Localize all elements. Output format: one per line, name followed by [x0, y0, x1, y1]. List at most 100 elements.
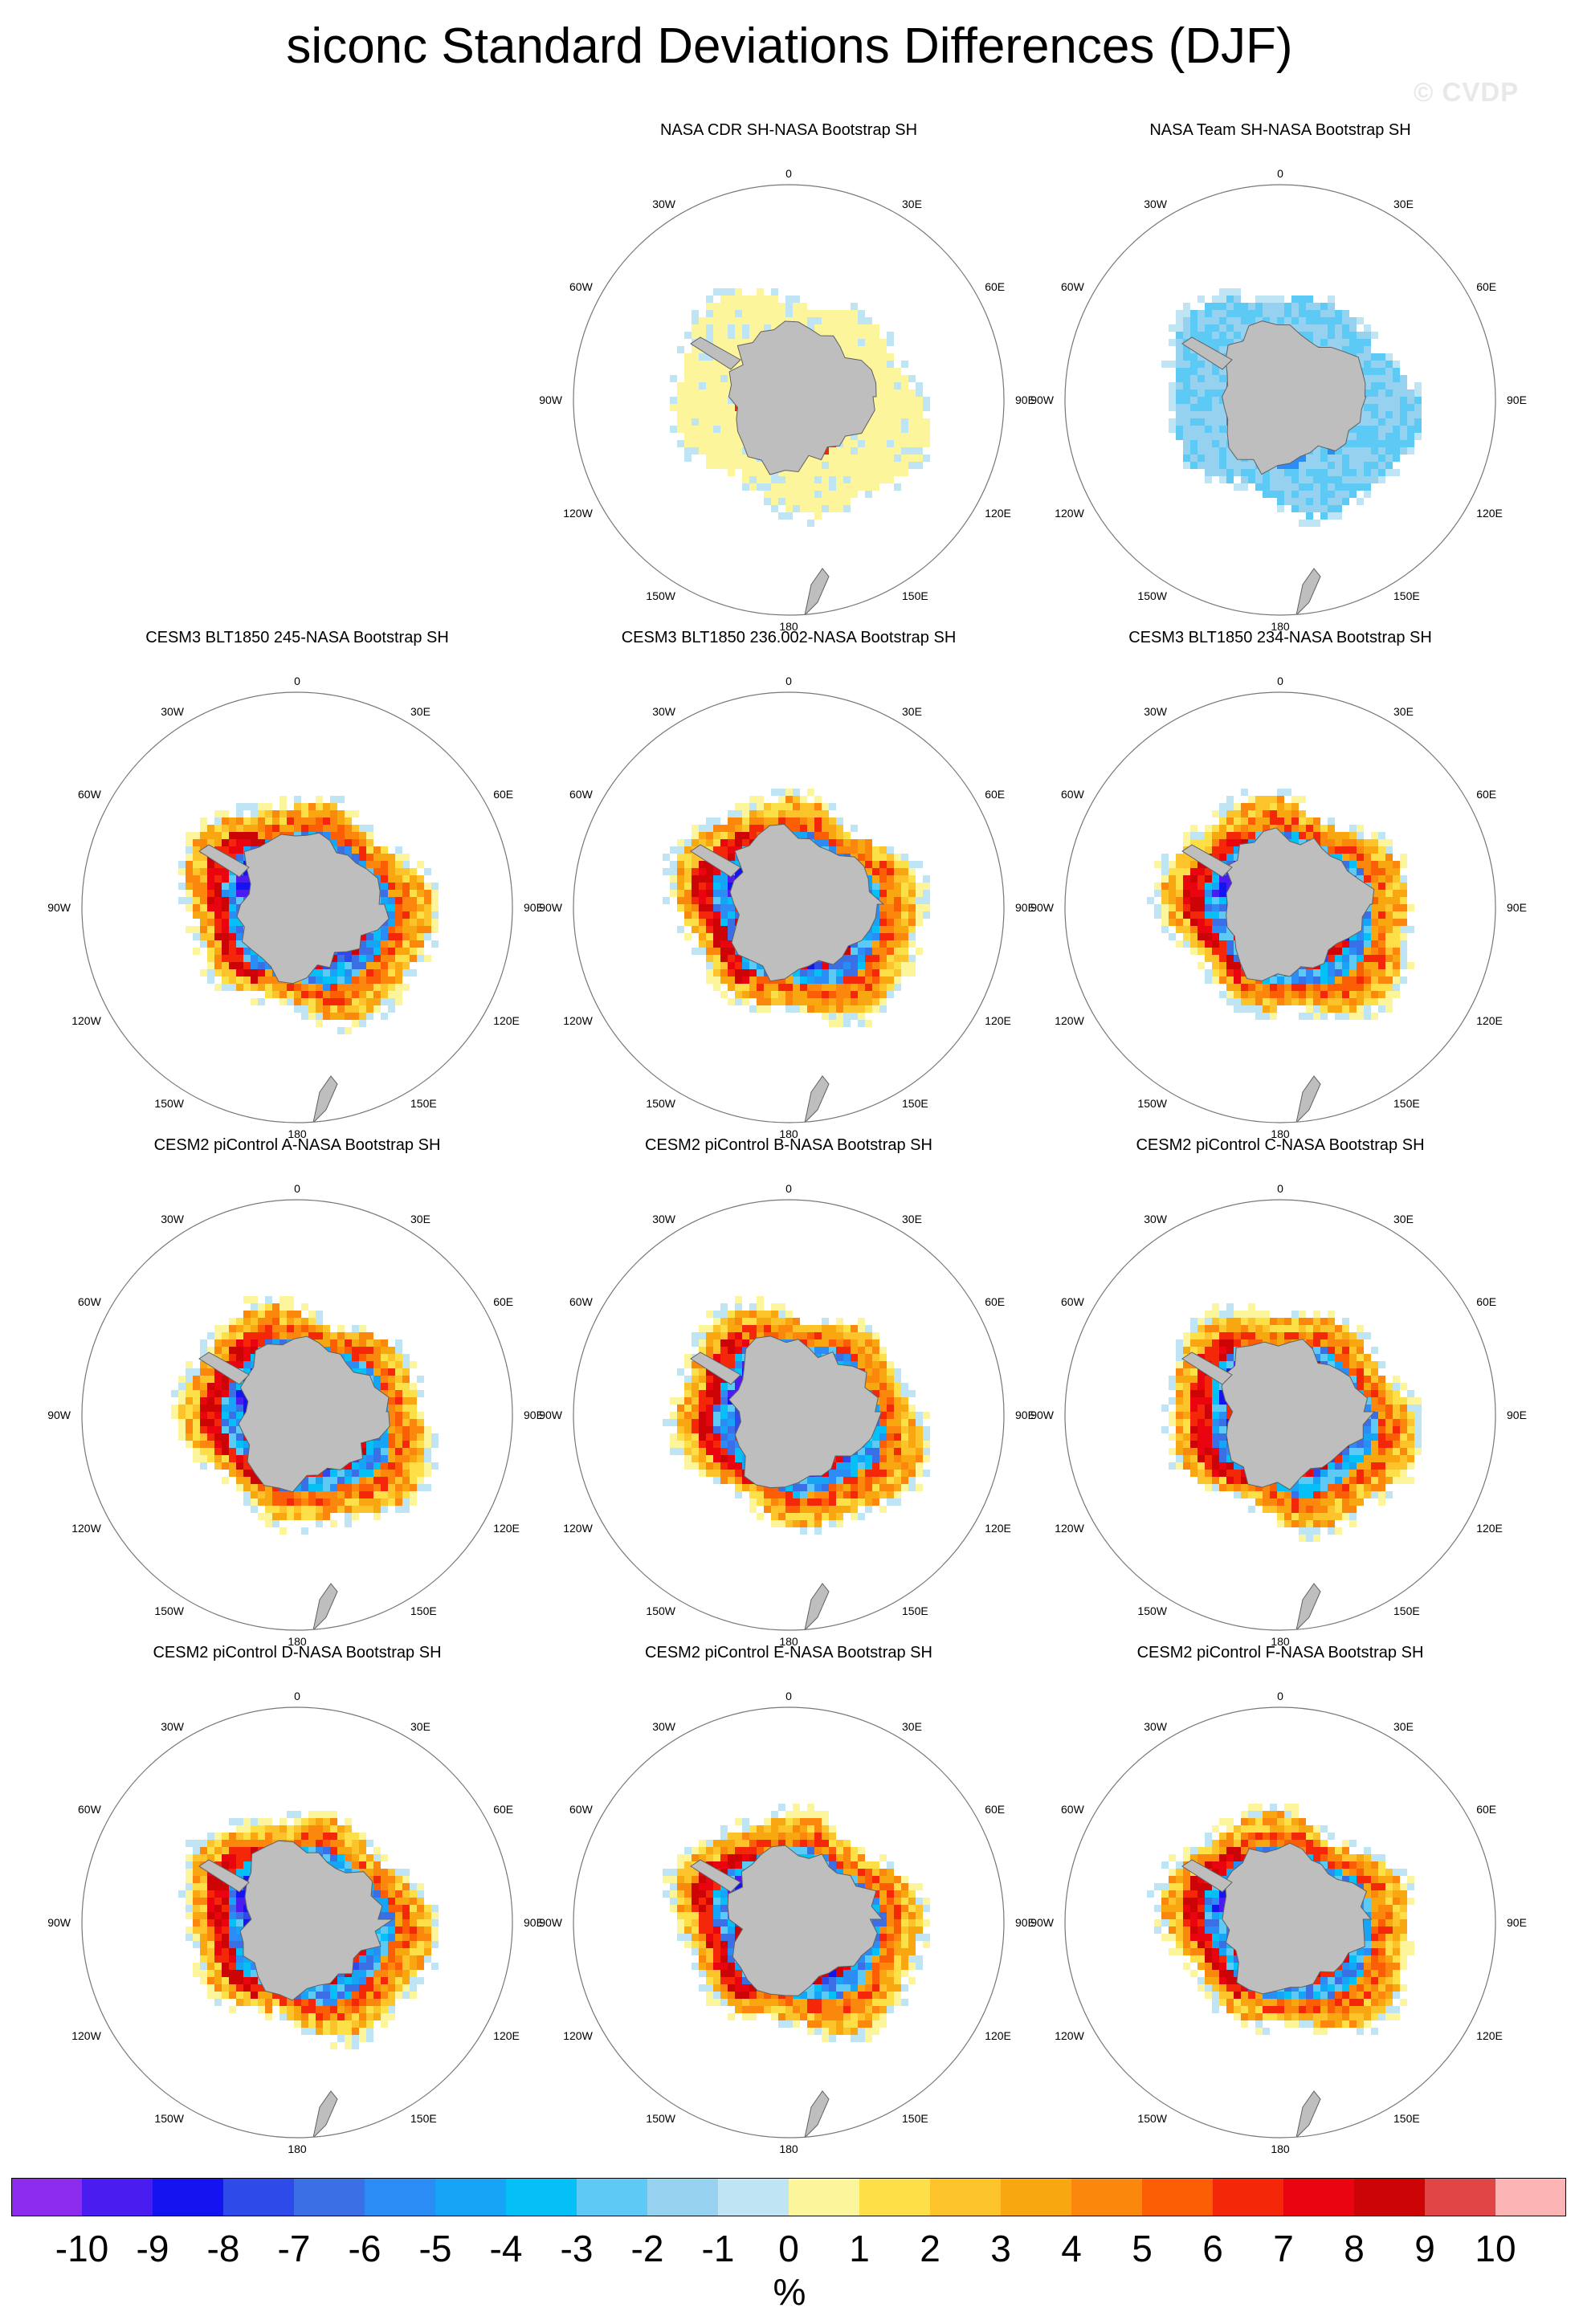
longitude-label: 90E	[524, 1916, 544, 1929]
longitude-label: 90W	[48, 1916, 71, 1929]
longitude-label: 90E	[524, 1409, 544, 1421]
longitude-label: 90W	[1031, 1409, 1055, 1421]
longitude-label: 0	[1277, 675, 1283, 687]
longitude-label: 60W	[1061, 280, 1085, 293]
longitude-label: 0	[1277, 1182, 1283, 1195]
longitude-label: 0	[785, 1690, 792, 1702]
longitude-label: 90W	[1031, 393, 1055, 406]
longitude-label: 180	[1271, 1127, 1290, 1140]
colorbar-tick: 1	[849, 2228, 870, 2269]
longitude-label: 120W	[71, 2029, 101, 2042]
colorbar-tick: 3	[990, 2228, 1011, 2269]
colorbar-swatch	[930, 2178, 1002, 2216]
colorbar-swatch	[1142, 2178, 1214, 2216]
longitude-label: 90W	[48, 901, 71, 914]
longitude-label: 30W	[652, 198, 676, 210]
colorbar-tick: 10	[1475, 2228, 1516, 2269]
colorbar-tick: -7	[277, 2228, 311, 2269]
longitude-label: 180	[288, 1127, 307, 1140]
longitude-label: 120W	[1055, 507, 1084, 520]
colorbar-swatch	[1495, 2178, 1566, 2216]
longitude-label: 60E	[985, 1295, 1005, 1308]
map-panel: CESM3 BLT1850 245-NASA Bootstrap SH 0 30E 6…	[48, 628, 546, 1156]
longitude-label: 150E	[1393, 589, 1420, 602]
longitude-label: 180	[779, 1127, 798, 1140]
colorbar-swatch	[11, 2178, 83, 2216]
longitude-label: 90E	[1015, 393, 1035, 406]
colorbar-swatch	[1213, 2178, 1284, 2216]
colorbar-swatch	[577, 2178, 648, 2216]
longitude-label: 30W	[652, 705, 676, 718]
longitude-label: 180	[1271, 620, 1290, 633]
longitude-label: 150E	[410, 1604, 437, 1617]
colorbar-swatch	[1071, 2178, 1143, 2216]
longitude-label: 90W	[1031, 1916, 1055, 1929]
longitude-label: 90E	[1507, 901, 1527, 914]
longitude-label: 30E	[902, 198, 922, 210]
longitude-label: 60W	[78, 788, 102, 801]
longitude-label: 150E	[1393, 1604, 1420, 1617]
panel-title: CESM3 BLT1850 245-NASA Bootstrap SH	[145, 629, 449, 646]
longitude-label: 150E	[902, 1604, 928, 1617]
colorbar-swatch	[647, 2178, 719, 2216]
map-panel: CESM2 piControl F-NASA Bootstrap SH 0 30E 6…	[1031, 1643, 1529, 2171]
colorbar-tick: -9	[136, 2228, 169, 2269]
colorbar-tick: 7	[1273, 2228, 1294, 2269]
longitude-label: 120W	[563, 1014, 593, 1027]
longitude-label: 90E	[1015, 901, 1035, 914]
longitude-label: 30E	[410, 705, 430, 718]
longitude-label: 60W	[78, 1803, 102, 1816]
longitude-label: 120W	[71, 1522, 101, 1535]
longitude-label: 150W	[1137, 1097, 1167, 1110]
longitude-label: 60E	[1476, 1803, 1496, 1816]
longitude-label: 90W	[540, 1916, 563, 1929]
polar-map: 0 30E 60E 90E 120E 150E 180 150W 120W 90W 60W 30W	[1031, 167, 1527, 633]
polar-map: 0 30E 60E 90E 120E 150E 180 150W 120W 90W 60W 30W	[540, 1690, 1035, 2155]
colorbar-tick: 2	[920, 2228, 940, 2269]
longitude-label: 120E	[985, 507, 1011, 520]
colorbar-swatch	[1354, 2178, 1426, 2216]
longitude-label: 120W	[1055, 1522, 1084, 1535]
longitude-label: 0	[1277, 167, 1283, 180]
longitude-label: 180	[1271, 2143, 1290, 2155]
colorbar-tick: -8	[206, 2228, 240, 2269]
panel-title: CESM2 piControl A-NASA Bootstrap SH	[153, 1136, 441, 1154]
longitude-label: 30W	[161, 705, 185, 718]
colorbar-tick: -1	[701, 2228, 735, 2269]
longitude-label: 120E	[493, 1014, 520, 1027]
longitude-label: 30E	[902, 1720, 922, 1733]
colorbar-tick: 6	[1202, 2228, 1223, 2269]
polar-map: 0 30E 60E 90E 120E 150E 180 150W 120W 90W 60W 30W	[540, 167, 1035, 633]
panel-title: CESM2 piControl D-NASA Bootstrap SH	[153, 1644, 442, 1661]
longitude-label: 60W	[569, 1803, 594, 1816]
longitude-label: 60W	[1061, 788, 1085, 801]
panel-title: CESM2 piControl E-NASA Bootstrap SH	[645, 1644, 932, 1661]
longitude-label: 180	[779, 1635, 798, 1648]
longitude-label: 90E	[1507, 393, 1527, 406]
longitude-label: 60W	[569, 280, 594, 293]
longitude-label: 120E	[1476, 1014, 1503, 1027]
colorbar-swatch	[506, 2178, 577, 2216]
longitude-label: 150E	[410, 1097, 437, 1110]
longitude-label: 30E	[1393, 1213, 1414, 1225]
longitude-label: 120W	[1055, 1014, 1084, 1027]
longitude-label: 150W	[646, 589, 675, 602]
longitude-label: 180	[1271, 1635, 1290, 1648]
longitude-label: 30W	[161, 1213, 185, 1225]
colorbar-swatch	[1425, 2178, 1496, 2216]
longitude-label: 150E	[902, 1097, 928, 1110]
longitude-label: 60W	[1061, 1295, 1085, 1308]
longitude-label: 150W	[154, 2112, 184, 2125]
panel-title: CESM2 piControl C-NASA Bootstrap SH	[1136, 1136, 1425, 1154]
longitude-label: 90E	[1507, 1916, 1527, 1929]
figure-title: siconc Standard Deviations Differences (…	[286, 18, 1293, 74]
longitude-label: 150W	[154, 1604, 184, 1617]
colorbar-swatch	[859, 2178, 931, 2216]
longitude-label: 60W	[569, 788, 594, 801]
polar-map: 0 30E 60E 90E 120E 150E 180 150W 120W 90W 60W 30W	[1031, 1182, 1527, 1648]
longitude-label: 120W	[71, 1014, 101, 1027]
longitude-label: 30W	[161, 1720, 185, 1733]
longitude-label: 0	[294, 1690, 300, 1702]
longitude-label: 30W	[1144, 198, 1168, 210]
longitude-label: 60E	[1476, 788, 1496, 801]
